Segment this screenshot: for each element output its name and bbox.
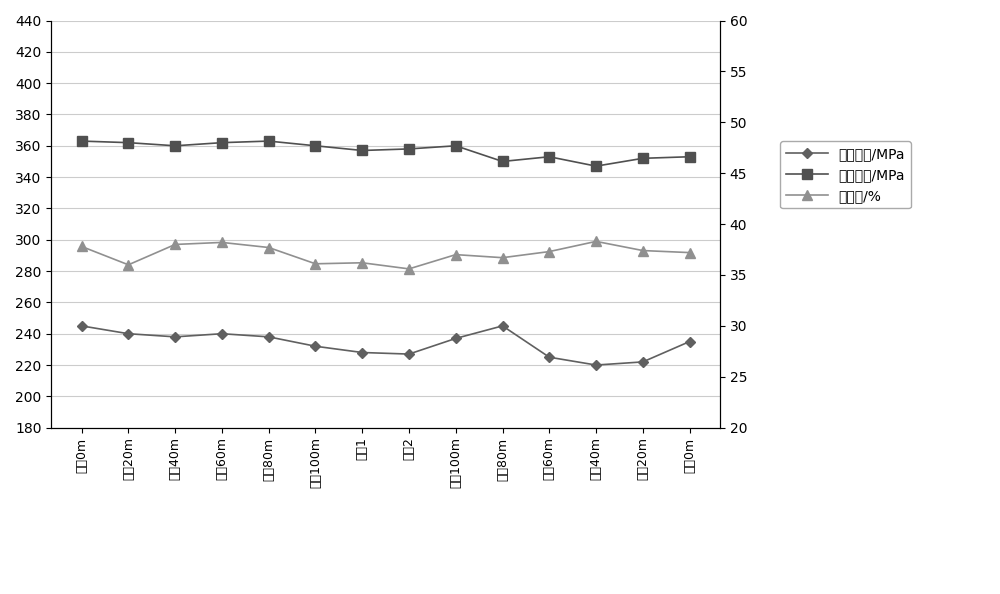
- 抗拉强度/MPa: [543, 153, 555, 160]
- 抗拉强度/MPa: [122, 139, 134, 146]
- 屈服强度/MPa: [263, 333, 275, 340]
- 延伸率/%: [122, 261, 134, 268]
- 屈服强度/MPa: [497, 323, 509, 330]
- 延伸率/%: [637, 247, 649, 254]
- 屈服强度/MPa: [309, 343, 321, 350]
- 屈服强度/MPa: [169, 333, 181, 340]
- 屈服强度/MPa: [122, 330, 134, 337]
- 屈服强度/MPa: [684, 338, 696, 345]
- 屈服强度/MPa: [216, 330, 228, 337]
- 延伸率/%: [263, 244, 275, 251]
- 延伸率/%: [76, 243, 88, 250]
- 抗拉强度/MPa: [309, 142, 321, 149]
- 屈服强度/MPa: [543, 353, 555, 361]
- 延伸率/%: [216, 239, 228, 246]
- 屈服强度/MPa: [450, 335, 462, 342]
- 抗拉强度/MPa: [403, 146, 415, 153]
- 抗拉强度/MPa: [450, 142, 462, 149]
- 延伸率/%: [497, 254, 509, 261]
- 抗拉强度/MPa: [590, 163, 602, 170]
- 屈服强度/MPa: [590, 362, 602, 369]
- Line: 屈服强度/MPa: 屈服强度/MPa: [78, 323, 693, 368]
- 抗拉强度/MPa: [216, 139, 228, 146]
- 延伸率/%: [684, 249, 696, 256]
- 延伸率/%: [169, 241, 181, 248]
- 屈服强度/MPa: [76, 323, 88, 330]
- 抗拉强度/MPa: [356, 147, 368, 154]
- 屈服强度/MPa: [403, 350, 415, 358]
- Line: 延伸率/%: 延伸率/%: [77, 236, 694, 274]
- 延伸率/%: [590, 238, 602, 245]
- 抗拉强度/MPa: [263, 138, 275, 145]
- 抗拉强度/MPa: [76, 138, 88, 145]
- Legend: 屈服强度/MPa, 抗拉强度/MPa, 延伸率/%: 屈服强度/MPa, 抗拉强度/MPa, 延伸率/%: [780, 141, 911, 208]
- 抗拉强度/MPa: [637, 155, 649, 162]
- 延伸率/%: [403, 266, 415, 273]
- 抗拉强度/MPa: [169, 142, 181, 149]
- 抗拉强度/MPa: [497, 158, 509, 165]
- Line: 抗拉强度/MPa: 抗拉强度/MPa: [77, 136, 694, 171]
- 延伸率/%: [543, 248, 555, 255]
- 延伸率/%: [450, 251, 462, 258]
- 延伸率/%: [356, 259, 368, 266]
- 屈服强度/MPa: [356, 349, 368, 356]
- 延伸率/%: [309, 260, 321, 267]
- 屈服强度/MPa: [637, 358, 649, 365]
- 抗拉强度/MPa: [684, 153, 696, 160]
